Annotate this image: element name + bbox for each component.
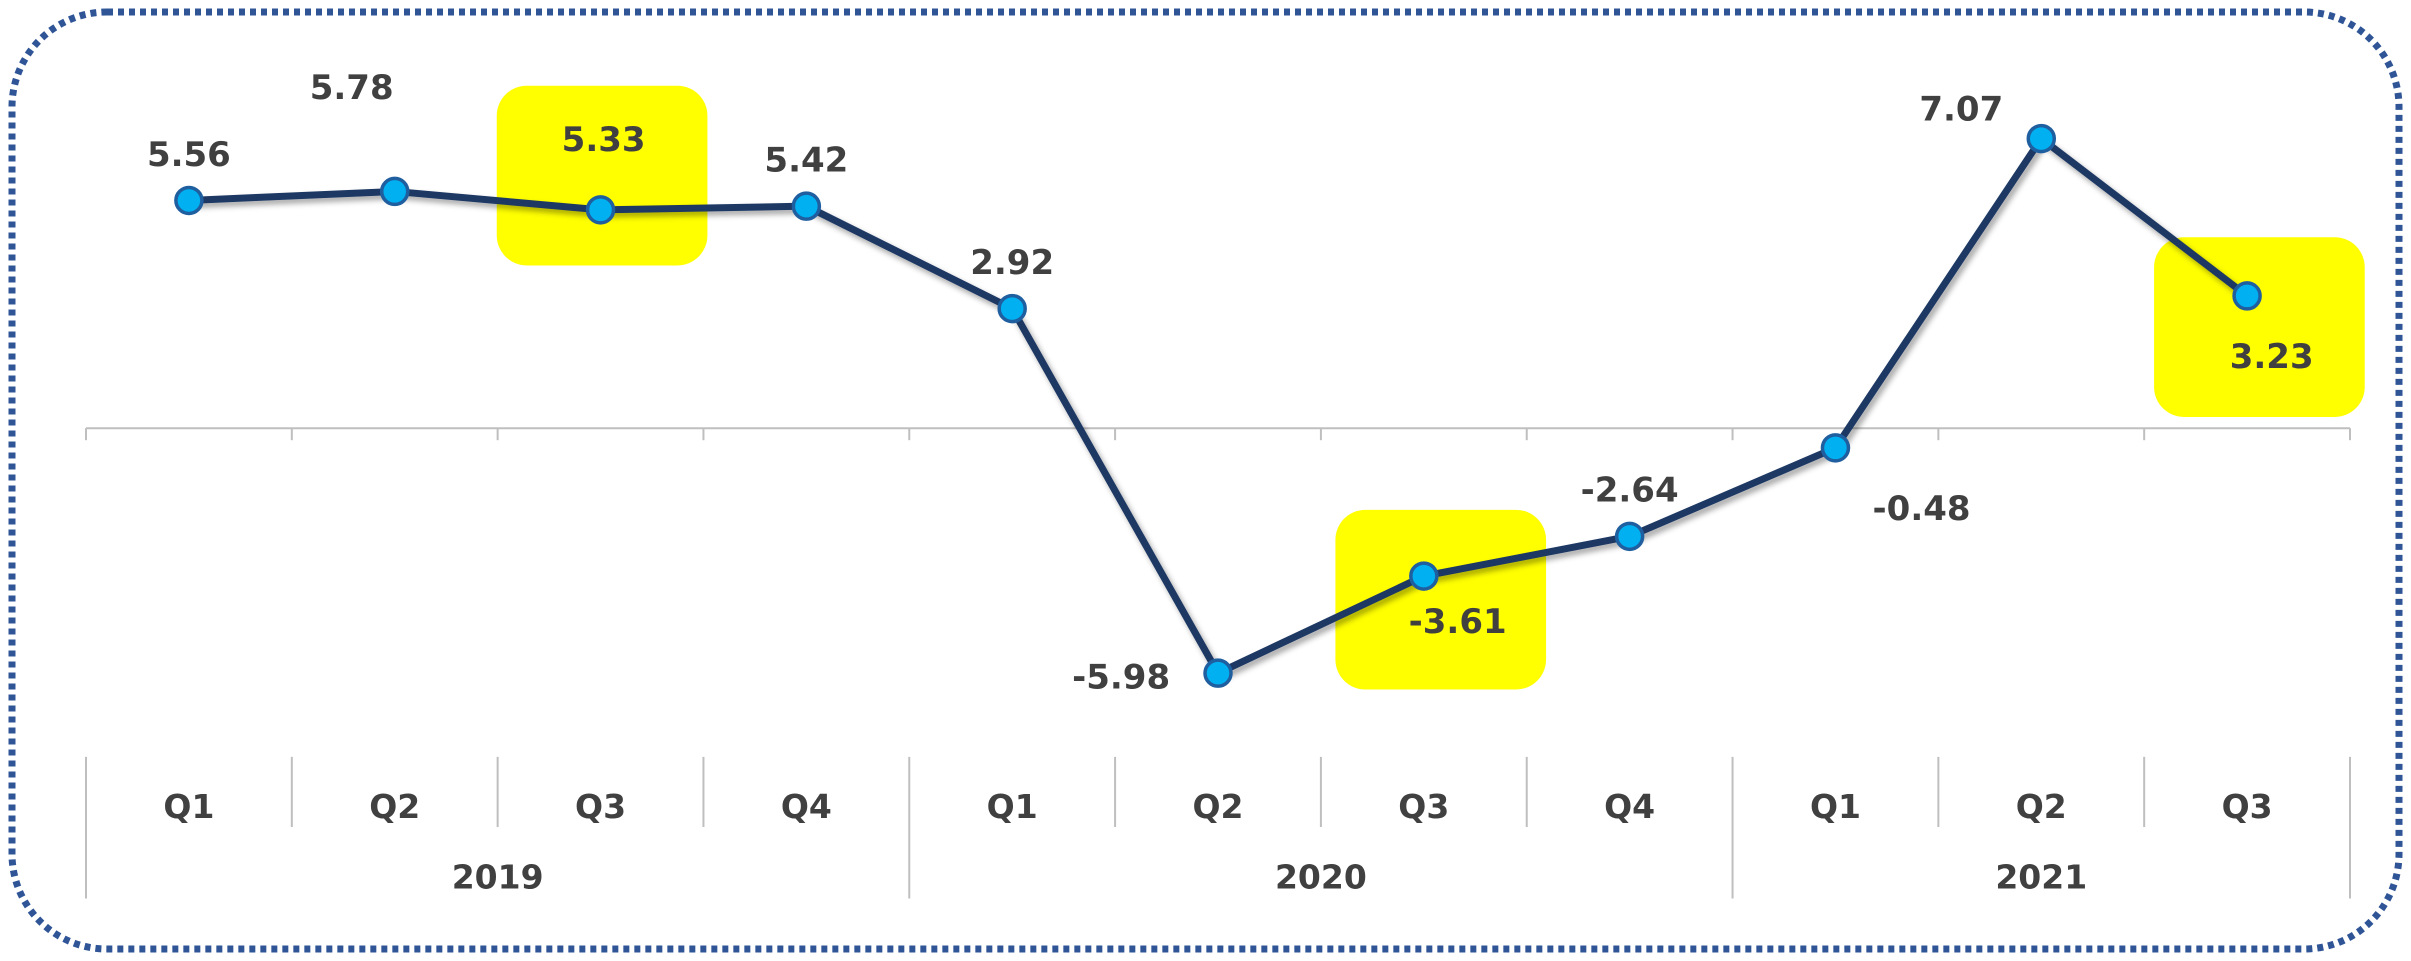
x-tick-label: Q4 bbox=[1604, 787, 1655, 826]
data-label: 5.33 bbox=[562, 120, 646, 160]
marker bbox=[379, 176, 410, 207]
highlight-box bbox=[1335, 509, 1547, 690]
data-label: -0.48 bbox=[1873, 489, 1971, 529]
marker bbox=[585, 195, 616, 225]
x-tick-label: Q1 bbox=[163, 787, 214, 826]
x-tick-label: Q3 bbox=[2222, 787, 2273, 826]
data-label: -3.61 bbox=[1409, 602, 1507, 642]
x-tick-label: Q2 bbox=[2016, 787, 2067, 826]
marker bbox=[2232, 281, 2262, 311]
data-label: -2.64 bbox=[1581, 471, 1679, 511]
x-tick-label: Q1 bbox=[987, 787, 1038, 826]
marker bbox=[791, 191, 822, 221]
data-label: 2.92 bbox=[970, 243, 1054, 283]
marker bbox=[2026, 123, 2057, 154]
x-tick-label: Q3 bbox=[1398, 787, 1449, 826]
data-label: 5.78 bbox=[310, 68, 394, 108]
data-label: 5.56 bbox=[147, 135, 231, 175]
data-label: 7.07 bbox=[1919, 90, 2003, 130]
data-label: 5.42 bbox=[764, 141, 848, 181]
highlight-box bbox=[496, 85, 708, 266]
x-tick-label: Q2 bbox=[369, 787, 420, 826]
year-label: 2020 bbox=[1275, 857, 1367, 896]
x-tick-label: Q3 bbox=[575, 787, 626, 826]
year-label: 2021 bbox=[1995, 857, 2087, 896]
year-label: 2019 bbox=[452, 857, 544, 896]
x-tick-label: Q1 bbox=[1810, 787, 1861, 826]
marker bbox=[1614, 521, 1645, 552]
x-tick-label: Q4 bbox=[781, 787, 832, 826]
marker bbox=[174, 185, 204, 216]
marker bbox=[1409, 561, 1439, 591]
marker bbox=[1820, 433, 1851, 463]
frame bbox=[8, 8, 2403, 953]
marker bbox=[1203, 658, 1233, 688]
data-label: -5.98 bbox=[1072, 658, 1170, 698]
highlight-box bbox=[2154, 237, 2365, 417]
x-tick-label: Q2 bbox=[1192, 787, 1243, 826]
marker bbox=[997, 293, 1027, 324]
data-label: 3.23 bbox=[2230, 337, 2314, 377]
